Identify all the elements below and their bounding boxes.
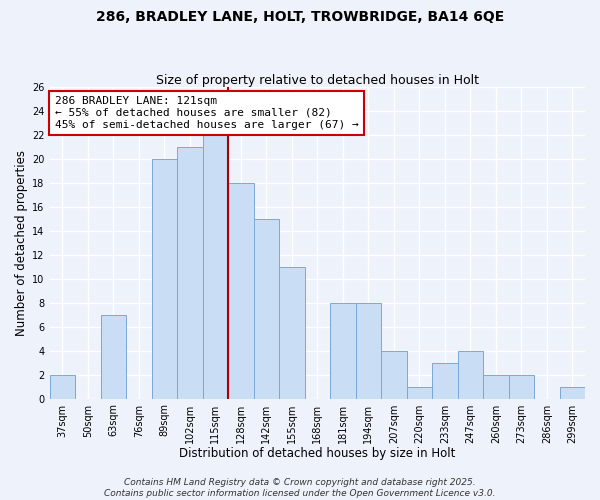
Y-axis label: Number of detached properties: Number of detached properties	[15, 150, 28, 336]
Bar	[509, 374, 534, 398]
Bar	[101, 314, 126, 398]
Bar	[381, 350, 407, 399]
Bar	[407, 386, 432, 398]
Bar	[458, 350, 483, 399]
Bar	[560, 386, 585, 398]
Bar	[203, 135, 228, 398]
Title: Size of property relative to detached houses in Holt: Size of property relative to detached ho…	[156, 74, 479, 87]
Bar	[152, 159, 177, 398]
Bar	[254, 219, 279, 398]
Bar	[330, 302, 356, 398]
Bar	[228, 183, 254, 398]
Bar	[279, 267, 305, 398]
Text: 286, BRADLEY LANE, HOLT, TROWBRIDGE, BA14 6QE: 286, BRADLEY LANE, HOLT, TROWBRIDGE, BA1…	[96, 10, 504, 24]
Bar	[356, 302, 381, 398]
Text: 286 BRADLEY LANE: 121sqm
← 55% of detached houses are smaller (82)
45% of semi-d: 286 BRADLEY LANE: 121sqm ← 55% of detach…	[55, 96, 359, 130]
X-axis label: Distribution of detached houses by size in Holt: Distribution of detached houses by size …	[179, 447, 455, 460]
Bar	[177, 147, 203, 399]
Bar	[483, 374, 509, 398]
Bar	[432, 362, 458, 398]
Bar	[50, 374, 75, 398]
Text: Contains HM Land Registry data © Crown copyright and database right 2025.
Contai: Contains HM Land Registry data © Crown c…	[104, 478, 496, 498]
